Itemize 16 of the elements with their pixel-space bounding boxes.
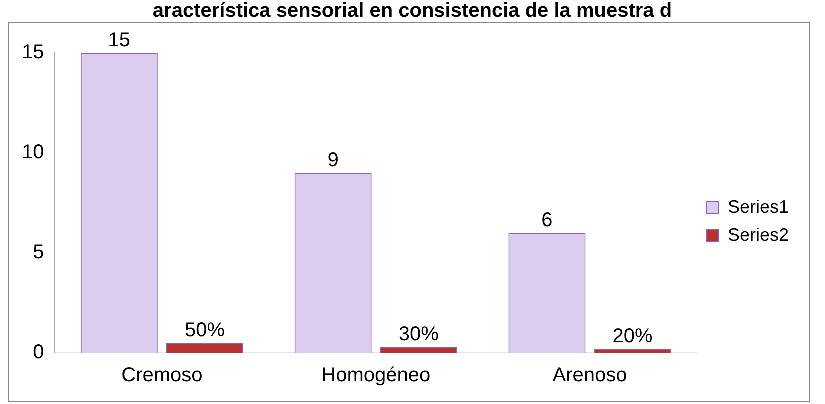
y-tick-label: 0	[33, 342, 44, 364]
legend-label: Series1	[728, 196, 789, 217]
data-label: 20%	[612, 326, 654, 348]
data-label: 6	[542, 210, 553, 232]
data-label: 9	[328, 150, 339, 172]
legend-label: Series2	[728, 224, 789, 245]
data-label: 15	[108, 30, 131, 52]
data-label: 30%	[398, 324, 440, 346]
y-tick-label: 5	[33, 242, 44, 264]
chart-title: aracterística sensorial en consistencia de la muestra d	[152, 0, 674, 22]
data-label: 50%	[184, 320, 226, 342]
y-tick-label: 10	[22, 142, 44, 164]
x-tick-label: Cremoso	[122, 364, 203, 387]
x-tick-label: Homogéneo	[322, 364, 431, 387]
y-tick-label: 15	[22, 42, 44, 64]
x-tick-label: Arenoso	[552, 364, 628, 387]
